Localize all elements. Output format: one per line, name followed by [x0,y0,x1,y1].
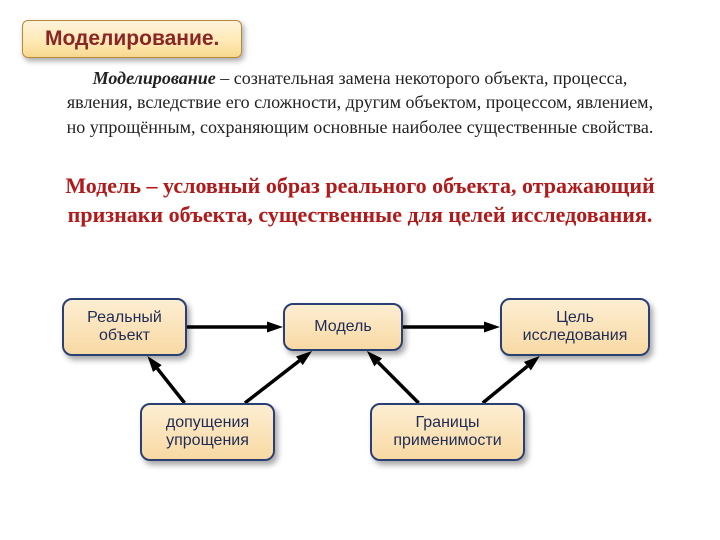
edge-assume-real [157,369,184,403]
diagram: Реальныйобъект Модель Цельисследования допу… [0,278,720,528]
edge-bounds-model-head [367,351,382,366]
model-definition: Модель – условный образ реального объект… [40,172,680,229]
node-bounds: Границыприменимости [370,403,525,461]
edge-assume-real-head [147,356,161,372]
edge-bounds-goal-head [524,356,540,370]
title-text: Моделирование. [45,27,219,50]
edge-bounds-goal [483,366,528,403]
definition-paragraph: Моделирование – сознательная замена неко… [60,66,660,139]
edge-real-model-head [267,322,283,333]
slide: Моделирование. Моделирование – сознатель… [0,0,720,540]
definition-term: Моделирование [93,68,216,88]
edge-model-goal-head [484,322,500,333]
node-real: Реальныйобъект [62,298,187,356]
edge-bounds-model [378,362,418,403]
node-assume: допущенияупрощения [140,403,275,461]
node-goal: Цельисследования [500,298,650,356]
edge-assume-model [245,361,299,403]
title-plaque: Моделирование. [22,20,242,58]
edge-assume-model-head [296,351,312,365]
node-model: Модель [283,303,403,351]
